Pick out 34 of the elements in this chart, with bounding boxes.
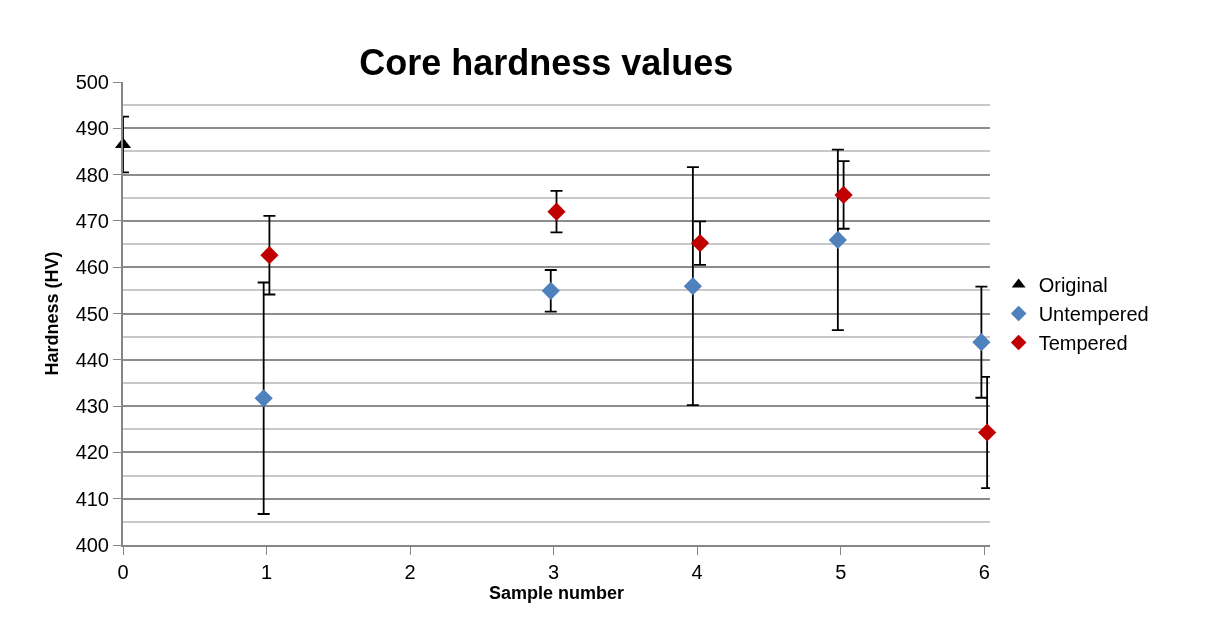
point bbox=[972, 333, 991, 352]
y-tick-label: 470 bbox=[75, 209, 109, 232]
x-axis-title: Sample number bbox=[488, 583, 625, 603]
x-tick-label: 3 bbox=[548, 561, 560, 583]
y-tick-label: 500 bbox=[75, 71, 109, 93]
x-tick-label: 6 bbox=[978, 561, 990, 583]
point bbox=[683, 277, 702, 296]
y-tick-label: 460 bbox=[75, 256, 109, 279]
x-tick-label: 5 bbox=[835, 561, 847, 583]
y-tick-label: 420 bbox=[75, 441, 109, 464]
point bbox=[547, 202, 566, 221]
y-tick-label: 440 bbox=[75, 348, 109, 371]
legend-label: Original bbox=[1038, 274, 1108, 297]
point bbox=[978, 423, 997, 442]
point bbox=[828, 230, 847, 249]
y-tick-label: 430 bbox=[75, 395, 109, 418]
x-tick-label: 4 bbox=[691, 561, 703, 583]
y-tick-label: 490 bbox=[75, 117, 109, 140]
point bbox=[254, 389, 273, 408]
y-tick-label: 400 bbox=[75, 534, 109, 556]
point bbox=[690, 234, 710, 253]
y-tick-label: 410 bbox=[75, 487, 109, 510]
y-tick-label: 480 bbox=[75, 163, 109, 186]
point bbox=[260, 246, 279, 265]
x-tick-label: 0 bbox=[117, 561, 129, 583]
point bbox=[834, 185, 853, 205]
legend-label: Untempered bbox=[1038, 303, 1149, 326]
legend-label: Tempered bbox=[1038, 332, 1128, 355]
point bbox=[541, 281, 560, 300]
y-axis-title: Hardness (HV) bbox=[42, 251, 63, 376]
chart-title: Core hardness values bbox=[359, 41, 734, 83]
x-tick-label: 1 bbox=[260, 561, 273, 583]
y-tick-label: 450 bbox=[75, 302, 109, 325]
x-tick-label: 2 bbox=[404, 561, 416, 583]
